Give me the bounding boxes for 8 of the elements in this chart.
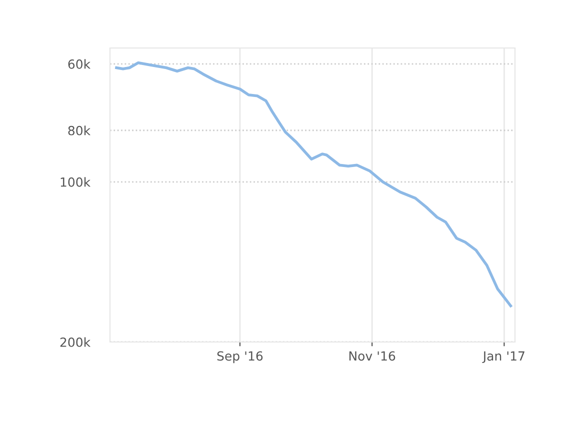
x-tick-label: Nov '16: [349, 351, 396, 361]
x-tick-label: Sep '16: [217, 351, 263, 364]
y-tick-label: 80k: [68, 126, 91, 136]
y-tick-label: 100k: [60, 177, 91, 187]
x-tick-label: Jan '17: [482, 351, 524, 364]
y-tick-label: 200k: [60, 337, 91, 347]
y-tick-label: 60k: [68, 59, 91, 69]
line-series: [115, 61, 512, 308]
